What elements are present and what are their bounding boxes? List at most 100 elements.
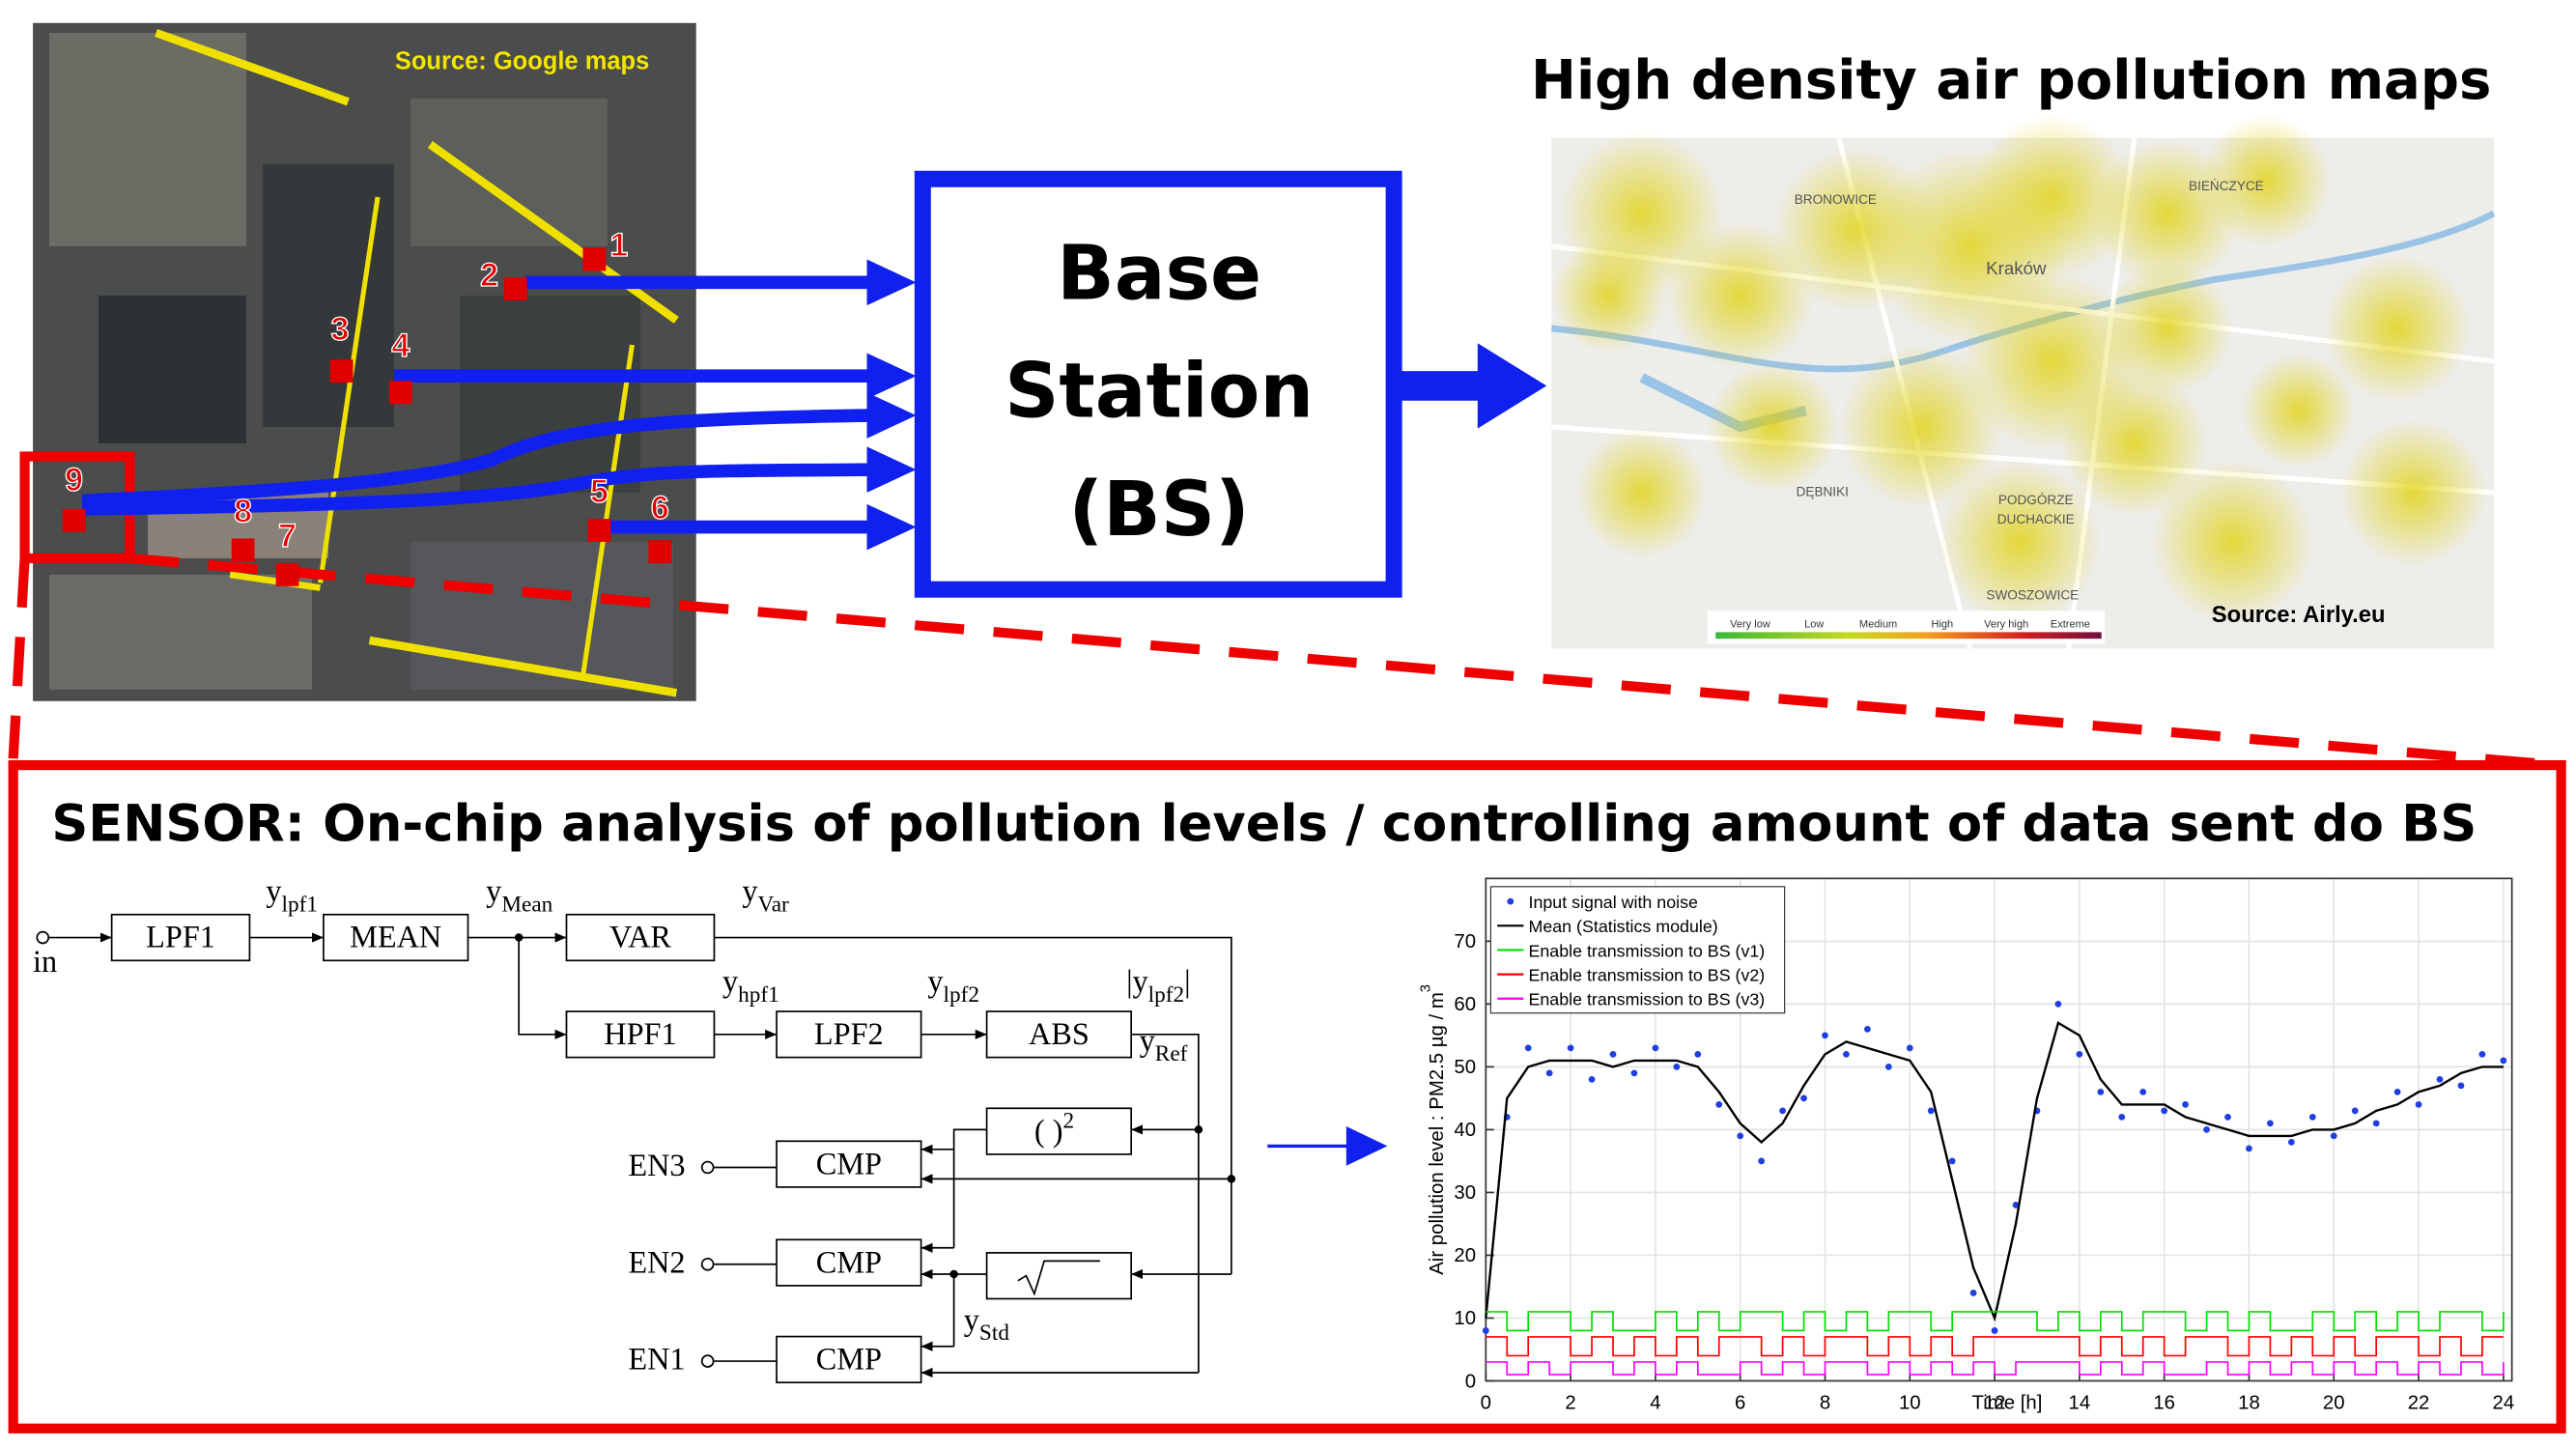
step-line	[1486, 1361, 2505, 1376]
data-point	[1567, 1044, 1574, 1052]
signal-label: yStd	[964, 1302, 1010, 1346]
data-point	[1524, 1044, 1532, 1052]
data-point	[2457, 1082, 2465, 1090]
data-point	[1588, 1075, 1596, 1083]
data-point	[1630, 1069, 1638, 1077]
base-station-box	[914, 170, 1402, 598]
signal-label: yVar	[742, 873, 789, 917]
map-title: High density air pollution maps	[1531, 49, 2491, 112]
sensor-title: SENSOR: On-chip analysis of pollution le…	[51, 794, 2477, 853]
label-part: y	[266, 873, 282, 908]
data-point	[2308, 1114, 2316, 1121]
x-tick-label: 20	[2323, 1392, 2345, 1413]
block-label: LPF1	[146, 920, 215, 954]
label-part: hpf1	[738, 982, 779, 1008]
label-part: y	[742, 873, 758, 908]
label-part: y	[722, 964, 739, 999]
label-part: |	[1184, 964, 1190, 999]
block-label: HPF1	[604, 1016, 676, 1051]
label-part: 3	[1419, 984, 1434, 992]
pollution-blob	[1937, 459, 2102, 624]
sensor-marker	[388, 381, 412, 405]
data-point	[2161, 1107, 2168, 1115]
x-tick-label: 24	[2493, 1392, 2515, 1413]
block	[776, 1010, 922, 1059]
sensor-number: 2	[480, 257, 498, 294]
x-tick-label: 22	[2408, 1392, 2430, 1413]
place-name: SWOSZOWICE	[1986, 587, 2079, 602]
base-station-label: Station	[1005, 348, 1314, 436]
x-tick-label: 16	[2153, 1392, 2175, 1413]
label-part: y	[964, 1302, 980, 1337]
block	[323, 913, 469, 962]
data-point	[2500, 1057, 2507, 1065]
place-name: Kraków	[1986, 258, 2047, 278]
signal-label: yMean	[486, 873, 552, 917]
pollution-blob	[2199, 114, 2332, 246]
sensor-marker	[62, 508, 86, 532]
arrow-heads	[866, 259, 1547, 551]
data-point	[2246, 1145, 2252, 1152]
x-tick-label: 14	[2069, 1392, 2091, 1413]
output-label: EN1	[628, 1342, 685, 1377]
sensor-marker	[329, 359, 354, 384]
x-tick-label: 10	[1899, 1392, 1921, 1413]
pollution-blob	[2339, 418, 2488, 567]
map-legend-label: Very high	[1984, 618, 2028, 630]
map-legend-label: Extreme	[2051, 618, 2090, 630]
label-part: y	[927, 964, 944, 999]
place-name: PODGÓRZE	[1998, 493, 2074, 507]
label-part: Mean	[501, 892, 552, 917]
sensor-marker	[648, 540, 672, 564]
data-point	[2224, 1114, 2231, 1121]
step-line	[1486, 1311, 2505, 1332]
pollution-blob	[2323, 254, 2472, 403]
data-point	[1652, 1044, 1659, 1052]
data-point	[1609, 1050, 1617, 1058]
label-part: lpf1	[282, 892, 318, 917]
sensor-number: 9	[65, 462, 83, 498]
block-label: CMP	[816, 1244, 882, 1279]
block	[776, 1140, 922, 1188]
data-point	[2393, 1088, 2401, 1095]
block-label: ( )2	[1034, 1109, 1074, 1149]
y-tick-label: 40	[1454, 1120, 1476, 1141]
step-line	[1486, 1336, 2504, 1357]
map-legend-label: High	[1931, 618, 1953, 630]
sensor-number: 8	[234, 494, 252, 530]
place-name: DUCHACKIE	[1997, 512, 2075, 526]
map-source: Source: Airly.eu	[2212, 602, 2386, 628]
map-legend-label: Low	[1804, 618, 1824, 630]
pollution-blob	[2060, 369, 2209, 518]
map-legend-label: Medium	[1859, 618, 1897, 630]
x-tick-label: 6	[1735, 1392, 1745, 1413]
x-tick-label: 0	[1481, 1392, 1491, 1413]
legend-label: Enable transmission to BS (v2)	[1529, 965, 1766, 984]
data-point	[1800, 1094, 1807, 1102]
label-part: Ref	[1155, 1041, 1188, 1066]
block	[565, 1010, 716, 1059]
data-point	[2012, 1202, 2020, 1208]
data-point	[1715, 1101, 1723, 1108]
pollution-blob	[1551, 238, 1667, 354]
data-point	[2076, 1050, 2083, 1058]
output-label: EN2	[628, 1244, 685, 1279]
legend-box	[1489, 886, 1786, 1014]
sensor-number: 4	[391, 327, 410, 364]
sensor-marker	[275, 563, 299, 586]
block-label: MEAN	[350, 920, 441, 954]
pollution-blob	[1666, 221, 1815, 370]
data-point	[2287, 1139, 2295, 1146]
y-tick-label: 60	[1454, 994, 1476, 1015]
legend-label: Input signal with noise	[1529, 893, 1699, 912]
y-axis-label: Air pollution level : PM2.5 µg / m3	[1419, 984, 1449, 1275]
data-point	[2415, 1101, 2422, 1108]
sensor-number: 1	[609, 227, 628, 264]
zoom-line	[8, 557, 30, 759]
sensor-number: 3	[330, 311, 349, 348]
label-part: ( )	[1034, 1113, 1063, 1148]
data-point	[2436, 1075, 2444, 1083]
data-point	[1969, 1290, 1977, 1296]
data-point	[2478, 1050, 2486, 1058]
diagram-to-chart-arrow	[1267, 1126, 1388, 1166]
